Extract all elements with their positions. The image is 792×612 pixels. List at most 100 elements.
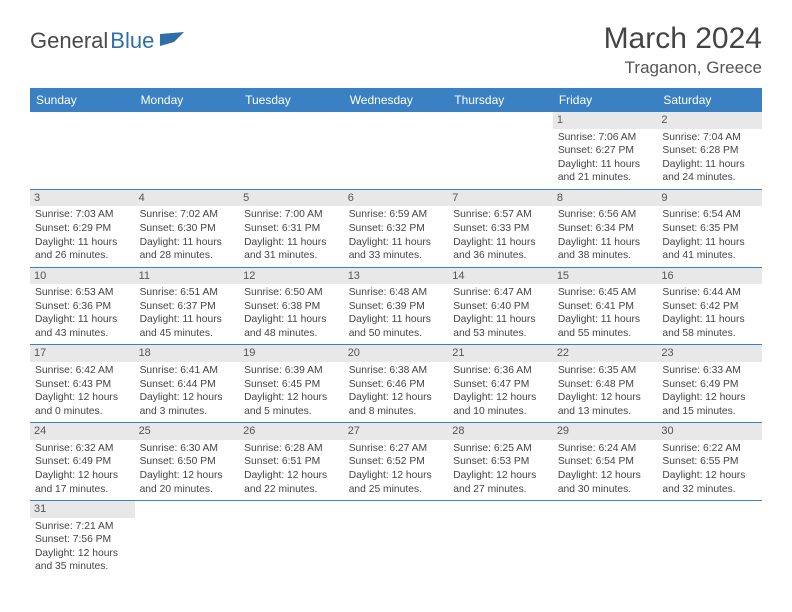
sunrise-text: Sunrise: 7:03 AM (35, 208, 130, 222)
logo-text-1: General (30, 28, 108, 54)
day-number: 8 (553, 190, 658, 207)
daylight-text: Daylight: 12 hours and 17 minutes. (35, 469, 130, 496)
daylight-text: Daylight: 12 hours and 22 minutes. (244, 469, 339, 496)
day-number: 31 (30, 501, 135, 518)
daylight-text: Daylight: 11 hours and 48 minutes. (244, 313, 339, 340)
day-number: 7 (448, 190, 553, 207)
sunset-text: Sunset: 6:31 PM (244, 222, 339, 236)
day-number: 3 (30, 190, 135, 207)
daylight-text: Daylight: 11 hours and 31 minutes. (244, 236, 339, 263)
daylight-text: Daylight: 11 hours and 45 minutes. (140, 313, 235, 340)
daylight-text: Daylight: 12 hours and 5 minutes. (244, 391, 339, 418)
calendar-day: 3Sunrise: 7:03 AMSunset: 6:29 PMDaylight… (30, 189, 135, 267)
calendar-day: 14Sunrise: 6:47 AMSunset: 6:40 PMDayligh… (448, 267, 553, 345)
calendar-day-empty (30, 112, 135, 189)
calendar-week: 17Sunrise: 6:42 AMSunset: 6:43 PMDayligh… (30, 345, 762, 423)
sunrise-text: Sunrise: 6:42 AM (35, 364, 130, 378)
sunrise-text: Sunrise: 6:39 AM (244, 364, 339, 378)
sunset-text: Sunset: 6:36 PM (35, 300, 130, 314)
day-number: 17 (30, 345, 135, 362)
daylight-text: Daylight: 12 hours and 25 minutes. (349, 469, 444, 496)
sunset-text: Sunset: 6:45 PM (244, 378, 339, 392)
sunset-text: Sunset: 6:48 PM (558, 378, 653, 392)
calendar-day-empty (448, 501, 553, 578)
calendar-week: 31Sunrise: 7:21 AMSunset: 7:56 PMDayligh… (30, 501, 762, 578)
daylight-text: Daylight: 12 hours and 27 minutes. (453, 469, 548, 496)
sunset-text: Sunset: 6:43 PM (35, 378, 130, 392)
calendar-head: SundayMondayTuesdayWednesdayThursdayFrid… (30, 88, 762, 112)
sunrise-text: Sunrise: 6:27 AM (349, 442, 444, 456)
daylight-text: Daylight: 11 hours and 33 minutes. (349, 236, 444, 263)
calendar-day: 6Sunrise: 6:59 AMSunset: 6:32 PMDaylight… (344, 189, 449, 267)
daylight-text: Daylight: 11 hours and 28 minutes. (140, 236, 235, 263)
header: GeneralBlue March 2024 Traganon, Greece (30, 22, 762, 78)
daylight-text: Daylight: 12 hours and 13 minutes. (558, 391, 653, 418)
calendar-day: 4Sunrise: 7:02 AMSunset: 6:30 PMDaylight… (135, 189, 240, 267)
day-number: 9 (657, 190, 762, 207)
day-number: 5 (239, 190, 344, 207)
sunset-text: Sunset: 6:54 PM (558, 455, 653, 469)
day-number: 1 (553, 112, 658, 129)
calendar-day: 17 Sunrise: 6:42 AMSunset: 6:43 PMDayligh… (30, 345, 135, 423)
calendar-week: 3Sunrise: 7:03 AMSunset: 6:29 PM Daylight… (30, 189, 762, 267)
calendar-week: 10Sunrise: 6:53 AMSunset: 6:36 PMDayligh… (30, 267, 762, 345)
month-title: March 2024 (604, 22, 762, 56)
daylight-text: Daylight: 11 hours and 55 minutes. (558, 313, 653, 340)
day-number: 23 (657, 345, 762, 362)
calendar-day-empty (135, 112, 240, 189)
sunset-text: Sunset: 6:49 PM (35, 455, 130, 469)
sunrise-text: Sunrise: 6:28 AM (244, 442, 339, 456)
calendar-week: 1 Sunrise: 7:06 AMSunset: 6:27 PM Daylight… (30, 112, 762, 189)
sunset-text: Sunset: 6:27 PM (558, 144, 653, 158)
day-number: 20 (344, 345, 449, 362)
sunrise-text: Sunrise: 6:22 AM (662, 442, 757, 456)
sunset-text: Sunset: 6:41 PM (558, 300, 653, 314)
calendar-day: 13Sunrise: 6:48 AMSunset: 6:39 PMDayligh… (344, 267, 449, 345)
sunset-text: Sunset: 6:32 PM (349, 222, 444, 236)
sunrise-text: Sunrise: 6:44 AM (662, 286, 757, 300)
calendar-day: 29Sunrise: 6:24 AMSunset: 6:54 PMDayligh… (553, 423, 658, 501)
calendar-table: SundayMondayTuesdayWednesdayThursdayFrid… (30, 88, 762, 578)
daylight-text: Daylight: 12 hours and 8 minutes. (349, 391, 444, 418)
calendar-day: 5Sunrise: 7:00 AMSunset: 6:31 PMDaylight… (239, 189, 344, 267)
sunrise-text: Sunrise: 6:45 AM (558, 286, 653, 300)
day-number: 19 (239, 345, 344, 362)
sunrise-text: Sunrise: 6:53 AM (35, 286, 130, 300)
sunset-text: Sunset: 6:37 PM (140, 300, 235, 314)
location: Traganon, Greece (604, 58, 762, 78)
sunset-text: Sunset: 6:51 PM (244, 455, 339, 469)
sunset-text: Sunset: 6:46 PM (349, 378, 444, 392)
sunset-text: Sunset: 6:40 PM (453, 300, 548, 314)
day-header: Thursday (448, 88, 553, 112)
sunset-text: Sunset: 6:53 PM (453, 455, 548, 469)
sunset-text: Sunset: 6:28 PM (662, 144, 757, 158)
sunset-text: Sunset: 7:56 PM (35, 533, 130, 547)
calendar-day: 31Sunrise: 7:21 AMSunset: 7:56 PMDayligh… (30, 501, 135, 578)
logo-text-2: Blue (110, 28, 154, 54)
sunset-text: Sunset: 6:34 PM (558, 222, 653, 236)
sunset-text: Sunset: 6:44 PM (140, 378, 235, 392)
daylight-text: Daylight: 11 hours and 58 minutes. (662, 313, 757, 340)
day-number: 26 (239, 423, 344, 440)
sunrise-text: Sunrise: 7:02 AM (140, 208, 235, 222)
day-number: 28 (448, 423, 553, 440)
calendar-day: 30Sunrise: 6:22 AMSunset: 6:55 PMDayligh… (657, 423, 762, 501)
sunrise-text: Sunrise: 6:48 AM (349, 286, 444, 300)
daylight-text: Daylight: 11 hours and 43 minutes. (35, 313, 130, 340)
day-number: 6 (344, 190, 449, 207)
sunrise-text: Sunrise: 6:57 AM (453, 208, 548, 222)
sunset-text: Sunset: 6:52 PM (349, 455, 444, 469)
sunset-text: Sunset: 6:29 PM (35, 222, 130, 236)
sunrise-text: Sunrise: 7:06 AM (558, 131, 653, 145)
calendar-day: 21Sunrise: 6:36 AMSunset: 6:47 PMDayligh… (448, 345, 553, 423)
calendar-day: 1Sunrise: 7:06 AMSunset: 6:27 PMDaylight… (553, 112, 658, 189)
day-number: 27 (344, 423, 449, 440)
calendar-day-empty (553, 501, 658, 578)
calendar-day-empty (239, 501, 344, 578)
daylight-text: Daylight: 12 hours and 0 minutes. (35, 391, 130, 418)
sunrise-text: Sunrise: 6:33 AM (662, 364, 757, 378)
daylight-text: Daylight: 11 hours and 24 minutes. (662, 158, 757, 185)
sunset-text: Sunset: 6:49 PM (662, 378, 757, 392)
sunset-text: Sunset: 6:30 PM (140, 222, 235, 236)
calendar-day: 2Sunrise: 7:04 AMSunset: 6:28 PMDaylight… (657, 112, 762, 189)
